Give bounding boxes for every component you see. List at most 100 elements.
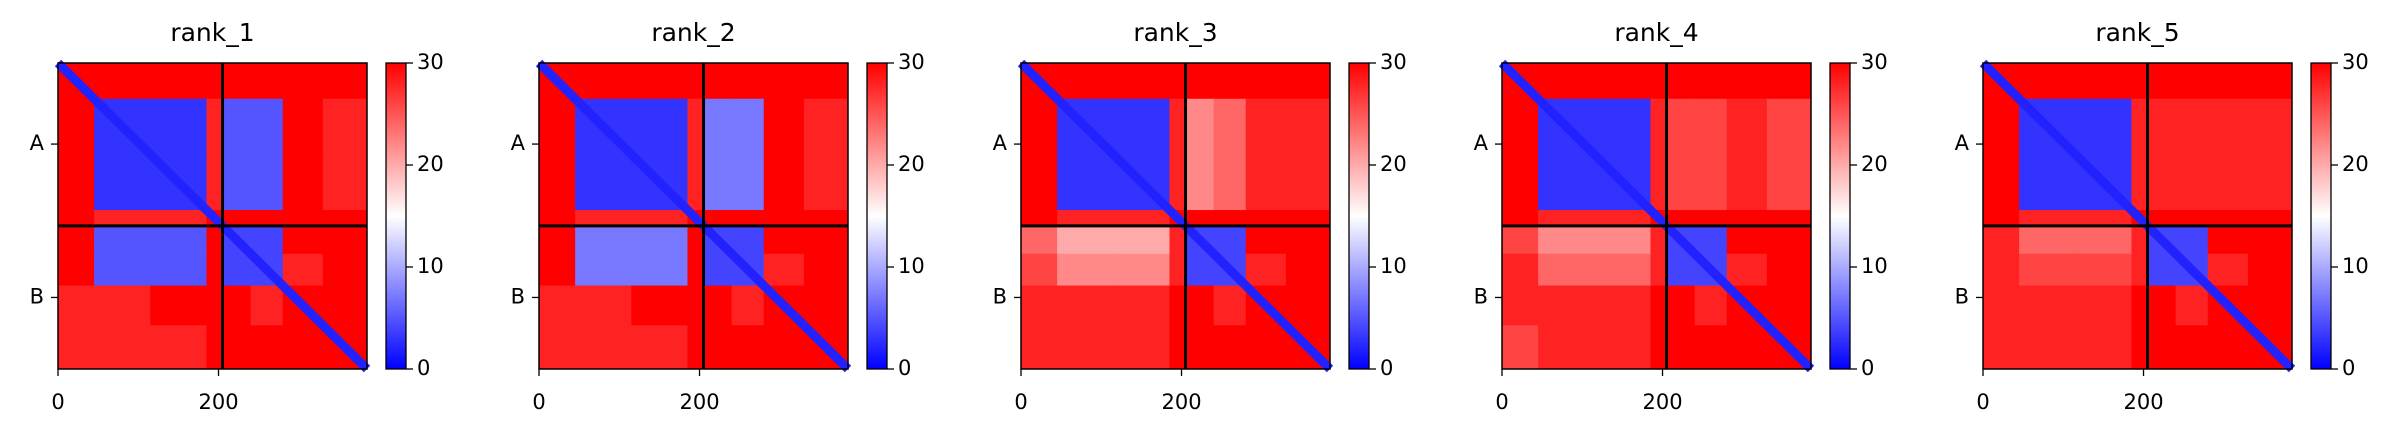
heatmap-cell [1021,225,1058,255]
heatmap-cell [1650,325,1668,370]
heatmap-cell [2147,98,2177,155]
heatmap-cell [1185,98,1215,155]
plot-frame [538,62,849,370]
colorbar [2310,62,2332,370]
heatmap-cell [1666,98,1696,155]
heatmap-cell [58,225,95,255]
heatmap-cell [703,154,733,211]
heatmap-cell [58,325,95,370]
heatmap-cell [206,325,224,370]
heatmap-cell [94,154,151,211]
heatmap-cell [1057,253,1114,287]
heatmap-cell [539,210,576,227]
colorbar-tick-label: 10 [898,254,925,278]
heatmap-cell [1021,285,1058,326]
heatmap-cell [1726,63,1768,100]
heatmap-cell [1213,285,1247,326]
heatmap-cell [322,210,368,227]
heatmap-cell [1502,154,1539,211]
colorbar-tick-label: 20 [2342,152,2369,176]
heatmap-cell [731,325,765,370]
heatmap-cell [539,98,576,155]
heatmap-cell [731,210,765,227]
colorbar-tick-label: 20 [1380,152,1407,176]
heatmap-cell [1285,63,1331,100]
colorbar-tick-label: 10 [1861,254,1888,278]
heatmap-cell [1245,98,1287,155]
heatmap-cell [1169,325,1187,370]
heatmap-cell [1113,98,1170,155]
heatmap-cell [539,325,576,370]
heatmap-cell [150,285,207,326]
heatmap-cell [2207,63,2249,100]
heatmap-cell [250,210,284,227]
heatmap-cell [2131,154,2149,211]
heatmap-cell [150,253,207,287]
heatmap-cell [1285,225,1331,255]
heatmap-cell [2075,285,2132,326]
heatmap-cell [2247,225,2293,255]
heatmap-cell [763,98,805,155]
heatmap-cell [1694,325,1728,370]
heatmap-cell [575,225,632,255]
panel-title: rank_3 [1133,18,1217,47]
heatmap-cell [1694,225,1728,255]
heatmap-cell [1538,63,1595,100]
heatmap-cell [703,253,733,287]
panel-title: rank_5 [2095,18,2179,47]
heatmap-cell [1169,63,1187,100]
heatmap-cell [222,154,252,211]
heatmap-cell [1726,225,1768,255]
heatmap-cell [1538,285,1595,326]
heatmap-cell [1185,154,1215,211]
heatmap-cell [2019,285,2076,326]
heatmap-cell [1726,210,1768,227]
x-tick-label: 0 [51,390,64,414]
heatmap-cell [322,285,368,326]
x-tick-label: 0 [1014,390,1027,414]
heatmap-cell [150,63,207,100]
heatmap-cell [763,154,805,211]
heatmap-cell [1694,154,1728,211]
heatmap-cell [282,98,324,155]
heatmap-cell [1766,285,1812,326]
heatmap-cell [1021,253,1058,287]
heatmap-cell [1502,98,1539,155]
heatmap-cell [1245,210,1287,227]
heatmap-cell [1650,285,1668,326]
colorbar-tick-label: 20 [417,152,444,176]
heatmap-cell [1538,325,1595,370]
heatmap-cell [1694,98,1728,155]
heatmap-cell [2207,98,2249,155]
heatmap-cell [2175,325,2209,370]
colorbar [1829,62,1851,370]
heatmap-cell [1594,210,1651,227]
heatmap-cell [1666,63,1696,100]
colorbar-tick-label: 30 [1861,50,1888,74]
heatmap-cell [2247,154,2293,211]
heatmap-cell [1057,325,1114,370]
heatmap-cell [1726,98,1768,155]
heatmap-cell [1983,253,2020,287]
heatmap-cell [222,210,252,227]
heatmap-cell [2019,210,2076,227]
x-tick-label: 200 [1642,390,1682,414]
heatmap-cell [1057,225,1114,255]
heatmap-cell [687,325,705,370]
y-tick-label: B [511,284,525,308]
heatmap-cell [803,253,849,287]
heatmap-cell [1502,253,1539,287]
heatmap-cell [1983,154,2020,211]
heatmap [1498,59,1815,373]
heatmap-cell [2247,98,2293,155]
heatmap-cell [1594,225,1651,255]
heatmap-cell [206,154,224,211]
colorbar-tick-label: 10 [2342,254,2369,278]
heatmap-cell [1169,225,1187,255]
heatmap-cell [687,285,705,326]
heatmap-cell [2019,63,2076,100]
heatmap-cell [222,325,252,370]
heatmap-cell [58,285,95,326]
heatmap-cell [2075,98,2132,155]
heatmap-cell [763,253,805,287]
